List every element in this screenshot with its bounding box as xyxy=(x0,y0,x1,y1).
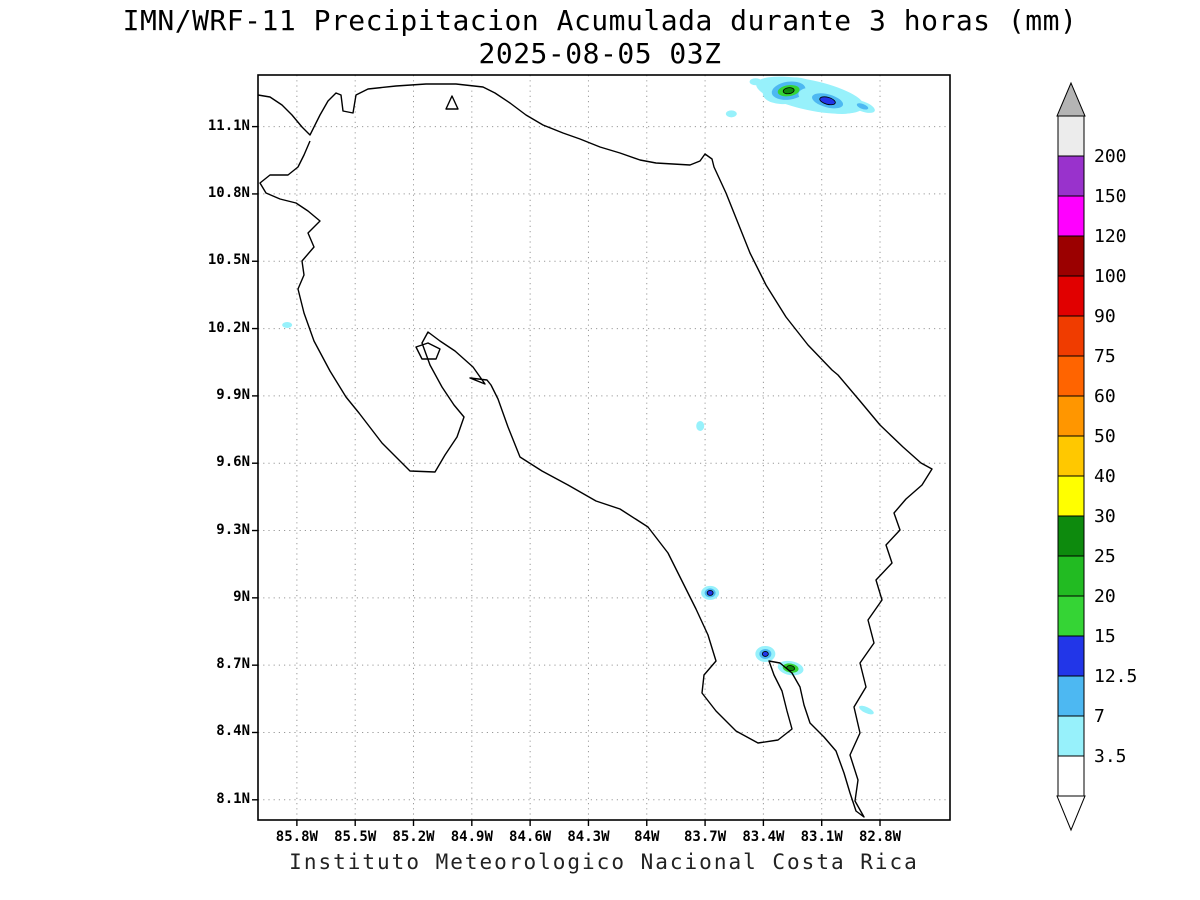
colorbar-label: 120 xyxy=(1094,226,1127,247)
plot-title: IMN/WRF-11 Precipitacion Acumulada duran… xyxy=(122,4,1078,37)
chira-island xyxy=(415,342,441,360)
precip-ring-level-3.5 xyxy=(282,321,293,328)
precip-ring-level-12.5 xyxy=(761,651,769,657)
precip-cell-caribbean-ne-dot-n xyxy=(749,78,762,86)
precip-cell-osa-cell-west xyxy=(755,645,776,662)
precip-cell-burica-dash xyxy=(859,705,874,715)
precip-cell-inland-dot-center xyxy=(696,420,705,431)
y-tick-label: 8.1N xyxy=(216,790,250,807)
plot-title-block: IMN/WRF-11 Precipitacion Acumulada duran… xyxy=(0,4,1200,70)
y-tick-label: 11.1N xyxy=(207,117,250,134)
y-tick-label: 9N xyxy=(233,588,250,605)
colorbar-segment xyxy=(1057,435,1085,477)
x-tick-label: 83.1W xyxy=(800,829,843,845)
x-tick-label: 85.5W xyxy=(334,829,377,845)
colorbar-label: 50 xyxy=(1094,426,1116,447)
y-tick-label: 9.9N xyxy=(216,386,250,403)
colorbar-segment xyxy=(1057,635,1085,677)
precip-ring-level-25 xyxy=(782,87,795,95)
x-tick-label: 83.7W xyxy=(684,829,727,845)
precip-cell-caribbean-ne-dot-sw xyxy=(725,110,737,118)
colorbar-label: 7 xyxy=(1094,706,1105,727)
colorbar-label: 20 xyxy=(1094,586,1116,607)
precip-ring-level-7 xyxy=(856,103,869,110)
x-tick-label: 83.4W xyxy=(742,829,785,845)
costa-rica-outline xyxy=(257,83,933,818)
x-tick-label: 85.8W xyxy=(275,829,318,845)
colorbar-label: 90 xyxy=(1094,306,1116,327)
colorbar-arrow-bottom xyxy=(1056,795,1086,832)
y-tick-label: 9.3N xyxy=(216,521,250,538)
x-tick-label: 84.9W xyxy=(450,829,493,845)
y-tick-label: 9.6N xyxy=(216,454,250,471)
precip-cell-golfo-dulce-cell xyxy=(777,660,804,676)
y-tick-label: 8.4N xyxy=(216,723,250,740)
colorbar: 200 150 120 100 90 75 60 50 40 30 25 20 15 12.5 7 3.5 xyxy=(1056,81,1137,832)
plot-subtitle-datetime: 2025-08-05 03Z xyxy=(478,37,722,70)
colorbar-segment xyxy=(1057,315,1085,357)
colorbar-segment xyxy=(1057,155,1085,197)
colorbar-segment xyxy=(1057,715,1085,757)
precip-cell-caribbean-ne-cell-east xyxy=(798,87,857,114)
colorbar-label: 150 xyxy=(1094,186,1127,207)
colorbar-segment xyxy=(1057,555,1085,597)
colorbar-arrow-top xyxy=(1056,81,1086,117)
x-tick-label: 84.3W xyxy=(567,829,610,845)
colorbar-segment xyxy=(1057,115,1085,157)
colorbar-label: 15 xyxy=(1094,626,1116,647)
x-tick-label: 84W xyxy=(634,829,660,845)
colorbar-segment xyxy=(1057,275,1085,317)
colorbar-label: 75 xyxy=(1094,346,1116,367)
colorbar-label: 30 xyxy=(1094,506,1116,527)
axis-tick-marks xyxy=(252,125,881,826)
precip-ring-level-3.5 xyxy=(725,110,737,118)
colorbar-segment xyxy=(1057,755,1085,797)
map-plot-area xyxy=(252,74,951,826)
colorbar-segment xyxy=(1057,675,1085,717)
colorbar-segment xyxy=(1057,355,1085,397)
precip-ring-level-3.5 xyxy=(859,705,874,715)
colorbar-segment xyxy=(1057,235,1085,277)
precip-ring-level-3.5 xyxy=(696,420,705,431)
caption-institute: Instituto Meteorologico Nacional Costa R… xyxy=(289,850,919,874)
lat-lon-gridlines xyxy=(258,75,950,820)
precip-ring-level-12.5 xyxy=(706,590,714,596)
colorbar-label: 200 xyxy=(1094,146,1127,167)
y-tick-label: 10.2N xyxy=(207,319,250,336)
precip-ring-level-3.5 xyxy=(749,78,762,86)
colorbar-label: 25 xyxy=(1094,546,1116,567)
x-tick-label: 82.8W xyxy=(858,829,902,845)
colorbar-label: 3.5 xyxy=(1094,746,1127,767)
precip-cell-general-viejo-cell xyxy=(701,585,720,600)
y-tick-label: 10.5N xyxy=(207,252,250,269)
precip-ring-level-12.5 xyxy=(819,96,836,106)
plot-frame xyxy=(257,74,951,821)
map-svg xyxy=(252,74,951,826)
precip-cell-caribbean-ne-tail xyxy=(850,99,875,113)
colorbar-segment xyxy=(1057,475,1085,517)
x-tick-label: 84.6W xyxy=(509,829,552,845)
lake-island xyxy=(445,95,459,110)
colorbar-segment xyxy=(1057,515,1085,557)
colorbar-label: 100 xyxy=(1094,266,1127,287)
precip-cell-pacific-dot-nw xyxy=(282,321,293,328)
colorbar-label: 60 xyxy=(1094,386,1116,407)
colorbar-segment xyxy=(1057,395,1085,437)
colorbar-label: 40 xyxy=(1094,466,1116,487)
colorbar-segment xyxy=(1057,595,1085,637)
colorbar-segment xyxy=(1057,195,1085,237)
y-tick-label: 8.7N xyxy=(216,656,250,673)
coastline-borders xyxy=(257,83,933,818)
precipitation-contours xyxy=(282,76,875,715)
y-tick-label: 10.8N xyxy=(207,184,250,201)
colorbar-label: 12.5 xyxy=(1094,666,1137,687)
x-tick-label: 85.2W xyxy=(392,829,435,845)
